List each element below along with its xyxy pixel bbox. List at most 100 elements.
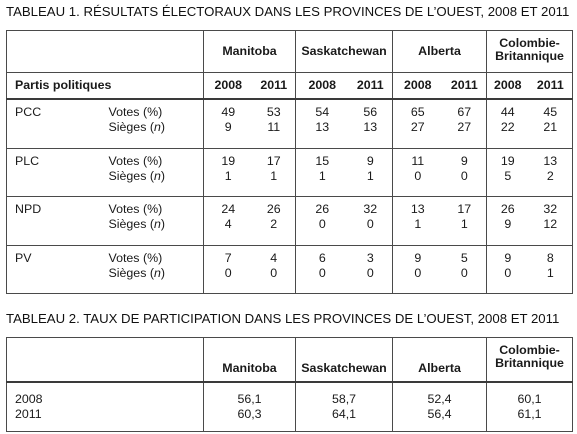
- votes-value: 11: [411, 154, 425, 168]
- value-cell: 67 27: [443, 99, 487, 149]
- seats-value: 0: [224, 266, 232, 280]
- table-participation-rates: Manitoba Saskatchewan Alberta Colombie- …: [6, 337, 573, 432]
- votes-value: 6: [318, 251, 326, 265]
- votes-value: 56: [363, 104, 378, 119]
- votes-value: 67: [457, 104, 472, 119]
- t2-province-manitoba: Manitoba: [203, 337, 296, 383]
- t2-province-bc-line1: Colombie-: [499, 343, 560, 357]
- province-header-saskatchewan: Saskatchewan: [295, 30, 393, 73]
- seats-value: 11: [267, 119, 281, 134]
- value-cell: 26 0: [295, 196, 349, 246]
- year-header-2008: 2008: [203, 72, 253, 100]
- party-row-npd: NPD Votes (%) Sièges (n) 24 4 26 2 26 0 32 0 13 1 17 1…: [6, 196, 573, 246]
- value-cell: 19 1: [203, 148, 253, 197]
- row-labels: Votes (%) Sièges (n): [104, 99, 204, 149]
- participation-value: 60,3: [237, 406, 262, 421]
- seats-value: 1: [414, 217, 422, 231]
- seats-value: 0: [318, 217, 326, 231]
- value-cell: 26 9: [486, 196, 529, 246]
- seats-value: 1: [546, 266, 554, 280]
- seats-value: 0: [414, 266, 422, 280]
- participation-years: 2008 2011: [7, 382, 204, 432]
- seats-value: 1: [270, 169, 278, 183]
- votes-value: 13: [410, 202, 425, 216]
- seats-label: Sièges (n): [108, 266, 166, 280]
- seats-value: 1: [224, 169, 232, 183]
- votes-value: 53: [266, 104, 281, 119]
- value-cell: 32 12: [528, 196, 573, 246]
- value-cell: 32 0: [348, 196, 393, 246]
- party-row-pv: PV Votes (%) Sièges (n) 7 0 4 0 6 0 3 0 9 0 5 0 9 0 8 1: [6, 245, 573, 294]
- participation-cell: 56,1 60,3: [203, 381, 296, 432]
- year-header-2011: 2011: [442, 72, 487, 100]
- table2-caption: TABLEAU 2. TAUX DE PARTICIPATION DANS LE…: [6, 311, 560, 326]
- votes-value: 4: [270, 251, 278, 265]
- seats-value: 0: [504, 266, 512, 280]
- year-header-row: Partis politiques 2008 2011 2008 2011 2008 20…: [6, 72, 573, 100]
- votes-value: 9: [414, 251, 422, 265]
- participation-cell: 52,4 56,4: [392, 381, 487, 432]
- seats-value: 13: [363, 119, 378, 134]
- participation-value: 52,4: [427, 391, 452, 406]
- party-row-pcc: PCC Votes (%) Sièges (n) 49 9 53 11 54 13 56 13 65 2…: [7, 98, 573, 149]
- value-cell: 26 2: [252, 196, 296, 246]
- votes-value: 26: [315, 202, 330, 216]
- table-electoral-results: Manitoba Saskatchewan Alberta Colombie- …: [6, 30, 574, 294]
- party-name: PLC: [6, 148, 104, 197]
- seats-value: 0: [460, 169, 468, 183]
- year-header-2008: 2008: [486, 72, 529, 100]
- seats-label: Sièges (n): [108, 119, 166, 134]
- votes-value: 9: [460, 154, 468, 168]
- row-labels: Votes (%) Sièges (n): [103, 196, 204, 246]
- value-cell: 54 13: [295, 98, 349, 149]
- value-cell: 13 1: [392, 196, 443, 246]
- votes-value: 19: [221, 154, 236, 168]
- seats-value: 27: [410, 119, 425, 134]
- seats-value: 0: [270, 266, 278, 280]
- votes-label: Votes (%): [108, 251, 163, 265]
- votes-value: 5: [460, 251, 468, 265]
- value-cell: 45 21: [529, 99, 573, 149]
- party-row-plc: PLC Votes (%) Sièges (n) 19 1 17 1 15 1 9 1 11 0 9 0 19…: [6, 148, 573, 197]
- participation-value: 64,1: [331, 406, 357, 421]
- participation-cell: 60,1 61,1: [486, 381, 573, 432]
- votes-label: Votes (%): [108, 154, 163, 168]
- votes-value: 15: [315, 154, 330, 168]
- parties-header: Partis politiques: [6, 72, 204, 100]
- votes-value: 3: [366, 251, 374, 265]
- votes-value: 17: [266, 154, 281, 168]
- seats-label: Sièges (n): [108, 217, 166, 231]
- year-header-2008: 2008: [392, 72, 443, 100]
- seats-value: 0: [318, 266, 326, 280]
- seats-label: Sièges (n): [108, 169, 166, 183]
- value-cell: 19 5: [486, 148, 529, 197]
- party-name: PV: [6, 245, 104, 294]
- seats-value: 1: [318, 169, 326, 183]
- value-cell: 56 13: [349, 99, 393, 149]
- value-cell: 13 2: [528, 148, 573, 197]
- participation-value: 56,1: [237, 391, 262, 406]
- votes-value: 26: [266, 202, 281, 216]
- participation-value: 58,7: [331, 391, 357, 406]
- seats-value: 22: [500, 119, 515, 134]
- seats-value: 1: [460, 217, 468, 231]
- seats-value: 21: [543, 119, 558, 134]
- votes-value: 9: [366, 154, 374, 168]
- seats-value: 9: [224, 119, 232, 134]
- votes-value: 24: [221, 202, 236, 216]
- value-cell: 44 22: [486, 98, 529, 149]
- seats-value: 2: [546, 169, 554, 183]
- votes-value: 65: [410, 104, 425, 119]
- province-header-bc: Colombie- Britannique: [486, 30, 573, 73]
- votes-value: 54: [315, 104, 330, 119]
- value-cell: 15 1: [295, 148, 349, 197]
- year-label: 2011: [15, 406, 42, 421]
- province-header-alberta: Alberta: [392, 30, 487, 73]
- votes-value: 19: [500, 154, 515, 168]
- year-header-2011: 2011: [348, 72, 393, 100]
